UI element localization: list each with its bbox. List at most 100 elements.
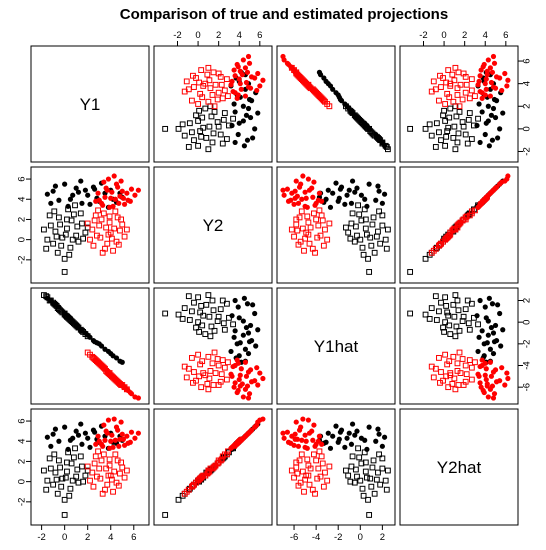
data-point bbox=[494, 302, 501, 308]
data-point bbox=[447, 231, 454, 238]
tick-label: 2 bbox=[216, 30, 221, 41]
data-point bbox=[319, 441, 325, 447]
data-point bbox=[205, 98, 212, 105]
data-point bbox=[217, 131, 224, 138]
data-point bbox=[360, 492, 367, 499]
data-point bbox=[310, 437, 316, 443]
data-point bbox=[228, 348, 234, 355]
data-point bbox=[225, 93, 231, 99]
panel-frame bbox=[30, 287, 150, 405]
data-point bbox=[64, 225, 70, 232]
data-point bbox=[245, 105, 252, 112]
data-point bbox=[322, 98, 328, 105]
data-point bbox=[451, 225, 458, 232]
data-point bbox=[217, 306, 224, 313]
data-point bbox=[373, 438, 379, 444]
data-point bbox=[474, 313, 480, 319]
data-point bbox=[359, 485, 366, 492]
data-point bbox=[223, 376, 230, 383]
data-point bbox=[484, 195, 490, 201]
data-point bbox=[497, 310, 503, 317]
data-point bbox=[314, 475, 321, 482]
data-point bbox=[443, 303, 450, 309]
data-point bbox=[61, 255, 68, 262]
data-point bbox=[504, 83, 510, 89]
data-point bbox=[73, 473, 80, 480]
data-point bbox=[362, 216, 369, 223]
data-point bbox=[243, 324, 250, 331]
data-point bbox=[104, 240, 111, 247]
data-point bbox=[442, 118, 449, 124]
panel-frame bbox=[30, 45, 150, 163]
data-point bbox=[352, 189, 358, 195]
data-point bbox=[492, 85, 499, 91]
data-point bbox=[476, 334, 482, 340]
data-point bbox=[59, 475, 66, 482]
data-point bbox=[90, 483, 97, 490]
data-point bbox=[103, 428, 109, 434]
data-point bbox=[232, 73, 238, 79]
data-point bbox=[500, 110, 506, 116]
data-point bbox=[57, 464, 63, 471]
data-point bbox=[68, 217, 75, 224]
data-point bbox=[118, 419, 124, 425]
data-point bbox=[240, 118, 246, 124]
chart-title: Comparison of true and estimated project… bbox=[120, 6, 448, 23]
data-point bbox=[443, 373, 450, 380]
data-point bbox=[100, 443, 106, 449]
data-point bbox=[191, 84, 197, 90]
data-point bbox=[59, 234, 66, 241]
data-point bbox=[74, 466, 81, 473]
data-point bbox=[487, 65, 493, 71]
data-point bbox=[477, 88, 483, 95]
data-point bbox=[327, 83, 334, 89]
panel-frame bbox=[153, 166, 273, 284]
data-point bbox=[498, 343, 504, 349]
data-point bbox=[70, 211, 77, 218]
data-point bbox=[209, 297, 216, 304]
data-point bbox=[475, 82, 481, 88]
data-point bbox=[370, 457, 377, 464]
data-point bbox=[69, 477, 76, 484]
data-point bbox=[305, 219, 312, 226]
data-point bbox=[379, 443, 385, 449]
data-point bbox=[482, 360, 488, 366]
data-point bbox=[111, 173, 117, 179]
data-point bbox=[384, 467, 391, 474]
data-point bbox=[101, 179, 107, 185]
data-point bbox=[260, 375, 266, 382]
data-point bbox=[368, 483, 375, 490]
data-point bbox=[197, 475, 204, 482]
data-point bbox=[202, 105, 209, 112]
data-point bbox=[117, 470, 123, 477]
data-point bbox=[456, 109, 463, 115]
data-point bbox=[207, 85, 214, 92]
data-point bbox=[234, 389, 240, 396]
data-point bbox=[491, 96, 498, 103]
data-point bbox=[322, 226, 328, 233]
data-point bbox=[355, 202, 361, 209]
data-point bbox=[121, 474, 128, 481]
data-point bbox=[483, 86, 489, 92]
data-point bbox=[207, 368, 214, 374]
data-point bbox=[236, 120, 242, 126]
data-point bbox=[218, 456, 225, 463]
data-point bbox=[356, 454, 363, 461]
data-point bbox=[196, 373, 203, 380]
data-point bbox=[135, 395, 141, 401]
data-point bbox=[79, 463, 85, 470]
tick-label: 0 bbox=[522, 126, 533, 131]
data-point bbox=[464, 297, 471, 304]
data-point bbox=[485, 332, 491, 338]
data-point bbox=[465, 320, 472, 327]
data-point bbox=[320, 483, 327, 490]
data-point bbox=[82, 187, 88, 193]
data-point bbox=[482, 81, 488, 87]
data-point bbox=[72, 445, 78, 452]
data-point bbox=[357, 236, 364, 243]
data-point bbox=[255, 327, 261, 333]
panel-Y2hat-vs-Y2 bbox=[153, 408, 273, 526]
data-point bbox=[223, 300, 230, 307]
data-point bbox=[479, 109, 485, 115]
data-point bbox=[463, 81, 470, 88]
